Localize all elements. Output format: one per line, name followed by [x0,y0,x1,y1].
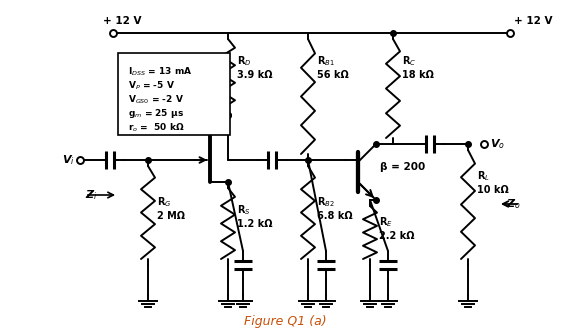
Text: + 12 V: + 12 V [103,16,141,26]
Text: R$_L$: R$_L$ [477,169,490,183]
Text: 56 kΩ: 56 kΩ [317,70,349,80]
Text: V$_i$: V$_i$ [62,153,75,167]
Text: R$_C$: R$_C$ [402,54,416,68]
Text: g$_m$ = 25 μs: g$_m$ = 25 μs [128,107,184,120]
Text: 3.9 kΩ: 3.9 kΩ [237,70,272,80]
FancyBboxPatch shape [118,53,230,135]
Text: r$_o$ =  50 kΩ: r$_o$ = 50 kΩ [128,121,185,134]
Text: R$_S$: R$_S$ [237,203,251,217]
Text: + 12 V: + 12 V [514,16,552,26]
Text: V$_o$: V$_o$ [490,137,505,151]
Text: β = 200: β = 200 [380,162,425,172]
Text: V$_{GS0}$ = -2 V: V$_{GS0}$ = -2 V [128,93,184,106]
Text: 1.2 kΩ: 1.2 kΩ [237,219,272,229]
Text: R$_{B1}$: R$_{B1}$ [317,54,335,68]
Text: 2.2 kΩ: 2.2 kΩ [379,231,414,241]
Text: 10 kΩ: 10 kΩ [477,185,509,195]
Text: R$_{B2}$: R$_{B2}$ [317,195,335,209]
Text: Z$_i$: Z$_i$ [85,188,97,202]
Text: 6.8 kΩ: 6.8 kΩ [317,211,353,221]
Text: Figure Q1 (a): Figure Q1 (a) [244,316,326,329]
Text: R$_G$: R$_G$ [157,195,172,209]
Text: I$_{DSS}$ = 13 mA: I$_{DSS}$ = 13 mA [128,65,192,77]
Text: 18 kΩ: 18 kΩ [402,70,434,80]
Text: R$_D$: R$_D$ [237,54,251,68]
Text: Z$_o$: Z$_o$ [506,197,521,211]
Text: V$_P$ = -5 V: V$_P$ = -5 V [128,79,175,91]
Text: 2 MΩ: 2 MΩ [157,211,185,221]
Text: R$_E$: R$_E$ [379,215,393,229]
